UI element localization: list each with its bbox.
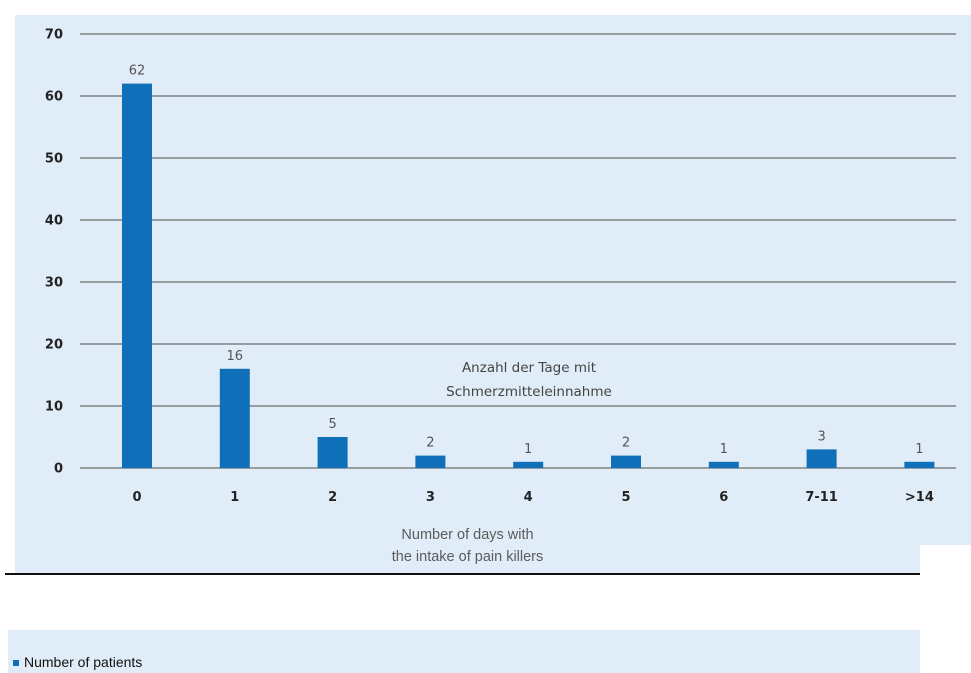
- x-tick-label: 5: [621, 490, 630, 505]
- x-axis-ticks: 0 1 2 3 4 5 6 7-11 >14: [132, 490, 933, 505]
- y-tick-label: 30: [45, 276, 63, 291]
- x-tick-label: 0: [132, 490, 141, 505]
- bar: [415, 455, 446, 468]
- data-label: 3: [817, 429, 825, 444]
- x-axis-caption: Number of days with the intake of pain k…: [15, 518, 920, 574]
- x-tick-label: 6: [719, 490, 728, 505]
- data-label: 1: [524, 442, 532, 457]
- x-tick-label: >14: [905, 490, 934, 505]
- data-label: 1: [720, 442, 728, 457]
- bar: [806, 449, 837, 468]
- caption-divider: [5, 573, 920, 575]
- legend-swatch: [13, 660, 19, 666]
- y-tick-label: 0: [54, 462, 63, 477]
- y-tick-label: 70: [45, 28, 63, 43]
- y-tick-label: 50: [45, 152, 63, 167]
- legend-label: Number of patients: [24, 654, 143, 670]
- x-tick-label: 4: [524, 490, 533, 505]
- bar: [513, 461, 544, 468]
- chart-annotation-line-2: Schmerzmitteleinnahme: [446, 384, 612, 400]
- gridlines: [80, 33, 956, 469]
- bars: [122, 83, 935, 468]
- bar: [122, 83, 152, 468]
- data-label: 16: [227, 349, 244, 364]
- x-tick-label: 3: [426, 490, 435, 505]
- x-tick-label: 1: [230, 490, 239, 505]
- data-label: 2: [622, 436, 630, 451]
- chart-panel: 0 10 20 30 40 50 60 70 62 16 5 2 1 2 1 3 1 0 1 2 3 4 5 6 7-11 >…: [15, 15, 971, 545]
- y-tick-label: 20: [45, 338, 63, 353]
- y-tick-label: 10: [45, 400, 63, 415]
- bar: [219, 368, 250, 468]
- bar: [611, 455, 641, 468]
- bar: [904, 461, 935, 468]
- chart-annotation-line-1: Anzahl der Tage mit: [462, 360, 596, 376]
- data-labels: 62 16 5 2 1 2 1 3 1: [129, 64, 924, 457]
- data-label: 1: [915, 442, 923, 457]
- y-axis-ticks: 0 10 20 30 40 50 60 70: [45, 28, 63, 477]
- x-axis-caption-line-2: the intake of pain killers: [391, 549, 544, 565]
- data-label: 2: [426, 436, 434, 451]
- bar-chart: 0 10 20 30 40 50 60 70 62 16 5 2 1 2 1 3 1 0 1 2 3 4 5 6 7-11 >…: [45, 28, 956, 505]
- data-label: 5: [328, 417, 336, 432]
- legend: Number of patients: [8, 630, 920, 673]
- bar: [708, 461, 739, 468]
- bar: [317, 437, 348, 468]
- y-tick-label: 60: [45, 90, 63, 105]
- x-tick-label: 7-11: [805, 490, 838, 505]
- y-tick-label: 40: [45, 214, 63, 229]
- data-label: 62: [129, 64, 146, 79]
- x-axis-caption-line-1: Number of days with: [401, 527, 534, 543]
- x-tick-label: 2: [328, 490, 337, 505]
